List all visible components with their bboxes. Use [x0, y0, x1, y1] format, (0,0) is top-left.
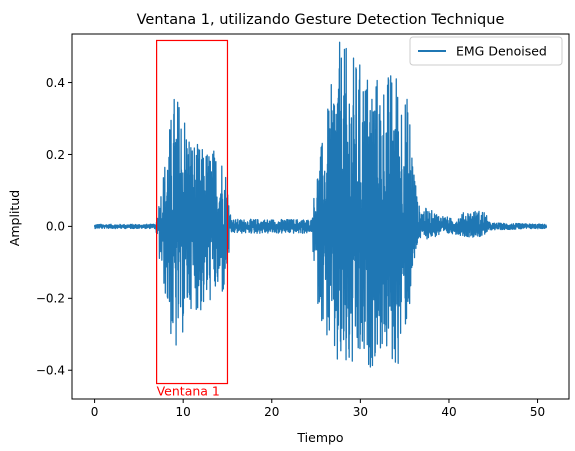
axes: 0 10 20 30 40 50 −0.4 −0.2 0.0 0.2 0.4	[36, 33, 570, 419]
x-tick-label: 40	[441, 405, 456, 419]
y-axis-label: Amplitud	[7, 190, 22, 246]
chart-title: Ventana 1, utilizando Gesture Detection …	[137, 12, 505, 28]
x-tick-label: 20	[264, 405, 279, 419]
y-tick-label: −0.4	[36, 364, 65, 378]
x-tick-label: 10	[176, 405, 191, 419]
y-tick-label: 0.2	[46, 148, 65, 162]
y-tick-label: 0.4	[46, 76, 65, 90]
x-axis-label: Tiempo	[296, 430, 343, 445]
legend-frame	[409, 36, 563, 66]
legend-entry-label: EMG Denoised	[456, 44, 547, 59]
y-tick-label: −0.2	[36, 292, 65, 306]
axes-frame	[71, 33, 570, 400]
y-tick-label: 0.0	[46, 220, 65, 234]
window-annotation-label: Ventana 1	[157, 384, 220, 399]
legend: EMG Denoised	[409, 36, 563, 66]
plot-area: Ventana 1	[93, 39, 548, 399]
x-tick-label: 30	[353, 405, 368, 419]
x-tick-label: 50	[530, 405, 545, 419]
x-tick-label: 0	[91, 405, 99, 419]
window-annotation-box	[156, 39, 229, 385]
series-line-emg-denoised	[93, 41, 548, 368]
